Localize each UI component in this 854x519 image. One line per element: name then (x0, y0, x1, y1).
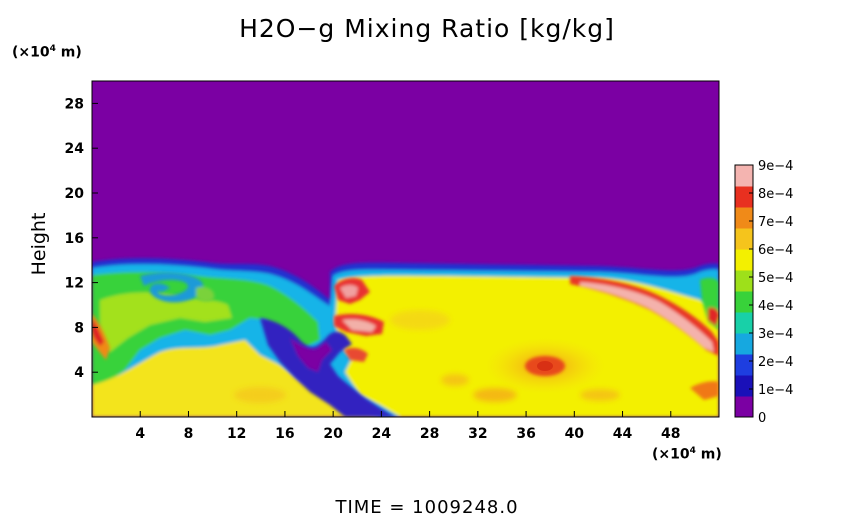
colorbar-segment (735, 270, 753, 292)
x-axis: 4 8 12 16 20 24 28 32 36 40 44 48 (135, 411, 681, 442)
y-unit-label: (×104 m) (12, 44, 82, 61)
green-swirl-center (196, 286, 215, 302)
x-tick-label: 12 (227, 426, 246, 442)
y-unit-prefix: (×10 (12, 44, 50, 61)
colorbar: 0 1e−4 2e−4 3e−4 4e−4 5e−4 6e−4 7e−4 8e−4 9e−4 (734, 159, 793, 426)
colorbar-label: 4e−4 (758, 299, 793, 314)
colorbar-segment (735, 186, 753, 208)
colorbar-label: 3e−4 (758, 327, 793, 342)
right-low-orange (690, 381, 719, 400)
x-unit-exponent: 4 (689, 446, 696, 456)
colorbar-label: 2e−4 (758, 355, 793, 370)
colorbar-label: 5e−4 (758, 271, 793, 286)
x-tick-label: 48 (661, 426, 680, 442)
dry-intrusion-core (290, 338, 332, 372)
y-tick-label: 28 (65, 96, 84, 112)
orange-blob (390, 310, 450, 330)
red-cell-low (344, 347, 368, 362)
orange-blob (441, 374, 469, 386)
plot-frame (91, 80, 720, 418)
y-unit-suffix: m) (55, 44, 82, 61)
pink-cell-mid (342, 319, 376, 332)
x-tick-label: 32 (468, 426, 487, 442)
colorbar-label: 7e−4 (758, 215, 793, 230)
colorbar-segment (735, 396, 753, 418)
colorbar-segment (735, 333, 753, 355)
y-tick-label: 20 (65, 186, 85, 202)
x-tick-label: 20 (323, 426, 343, 442)
x-tick-label: 36 (516, 426, 535, 442)
colorbar-frame (734, 164, 754, 418)
colorbar-segment (735, 291, 753, 313)
colorbar-label: 8e−4 (758, 187, 793, 202)
green-swirl (140, 272, 204, 303)
top-moist-pink-band (580, 282, 714, 352)
colorbar-segment (735, 165, 753, 187)
colorbar-label: 1e−4 (758, 383, 793, 398)
orange-blob (580, 389, 620, 401)
orange-blob (234, 387, 286, 403)
colorbar-segment (735, 207, 753, 229)
y-tick-label: 16 (65, 231, 84, 247)
x-unit-prefix: (×10 (652, 446, 690, 463)
colorbar-label: 9e−4 (758, 159, 793, 174)
right-edge-red (708, 307, 719, 326)
x-tick-label: 40 (565, 426, 585, 442)
moist-greenish-mix (100, 292, 232, 352)
moist-yellow-left (92, 340, 380, 417)
x-unit-suffix: m) (695, 446, 722, 463)
heatmap-field (92, 81, 719, 417)
y-axis: 4 8 12 16 20 24 28 (65, 96, 98, 381)
chart-title: H2O−g Mixing Ratio [kg/kg] (239, 14, 615, 43)
y-unit-exponent: 4 (49, 44, 56, 54)
colorbar-segment (735, 312, 753, 334)
x-tick-label: 24 (372, 426, 392, 442)
left-edge-red (92, 318, 104, 346)
y-tick-label: 12 (65, 276, 84, 292)
colorbar-segment (735, 354, 753, 376)
x-tick-label: 28 (420, 426, 439, 442)
warm-core-inner (537, 361, 553, 371)
y-tick-label: 8 (74, 320, 84, 336)
x-unit-label: (×104 m) (652, 446, 722, 463)
colorbar-label: 0 (758, 411, 766, 426)
x-tick-label: 16 (275, 426, 294, 442)
time-label: TIME = 1009248.0 (335, 497, 519, 518)
y-tick-label: 4 (74, 365, 84, 381)
y-tick-label: 24 (65, 141, 85, 157)
colorbar-segment (735, 228, 753, 250)
x-tick-label: 44 (613, 426, 633, 442)
x-tick-label: 8 (184, 426, 194, 442)
x-tick-label: 4 (135, 426, 145, 442)
colorbar-label: 6e−4 (758, 243, 793, 258)
pink-cell-upper (340, 285, 358, 298)
colorbar-segment (735, 249, 753, 271)
orange-blob (473, 388, 517, 402)
colorbar-segment (735, 375, 753, 397)
